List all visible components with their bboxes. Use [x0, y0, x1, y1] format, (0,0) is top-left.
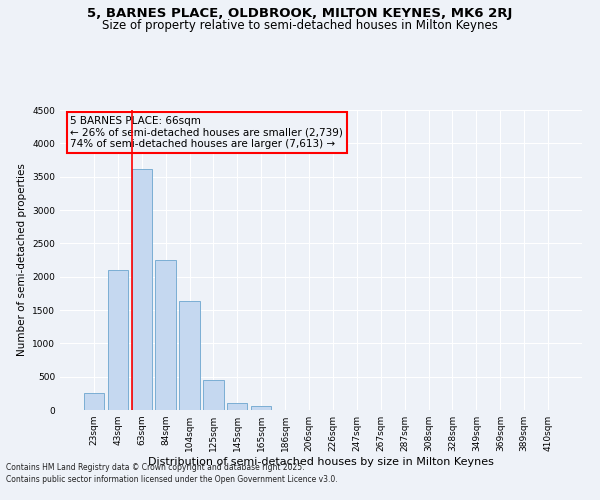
Text: Size of property relative to semi-detached houses in Milton Keynes: Size of property relative to semi-detach… — [102, 18, 498, 32]
Bar — [131, 168, 152, 410]
Text: 5, BARNES PLACE, OLDBROOK, MILTON KEYNES, MK6 2RJ: 5, BARNES PLACE, OLDBROOK, MILTON KEYNES… — [88, 8, 512, 20]
Bar — [251, 406, 271, 410]
Text: Contains HM Land Registry data © Crown copyright and database right 2025.: Contains HM Land Registry data © Crown c… — [6, 464, 305, 472]
Y-axis label: Number of semi-detached properties: Number of semi-detached properties — [17, 164, 26, 356]
Bar — [227, 404, 247, 410]
Bar — [179, 300, 200, 410]
Text: 5 BARNES PLACE: 66sqm
← 26% of semi-detached houses are smaller (2,739)
74% of s: 5 BARNES PLACE: 66sqm ← 26% of semi-deta… — [70, 116, 343, 149]
Bar — [107, 270, 128, 410]
X-axis label: Distribution of semi-detached houses by size in Milton Keynes: Distribution of semi-detached houses by … — [148, 457, 494, 467]
Text: Contains public sector information licensed under the Open Government Licence v3: Contains public sector information licen… — [6, 475, 338, 484]
Bar — [203, 380, 224, 410]
Bar — [84, 394, 104, 410]
Bar — [155, 260, 176, 410]
